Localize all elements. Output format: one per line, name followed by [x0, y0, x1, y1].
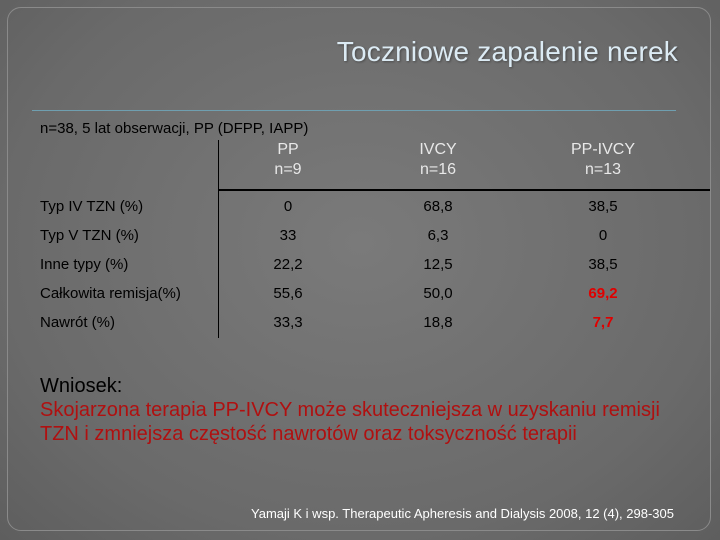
table-cell: 0	[283, 198, 293, 215]
table-cell: 12,5	[423, 256, 453, 273]
label-column-divider	[218, 140, 219, 338]
table-cell: 38,5	[588, 256, 618, 273]
column-header-line2: n=13	[584, 161, 622, 178]
conclusion: Wniosek: Skojarzona terapia PP-IVCY może…	[40, 374, 690, 446]
table-cell: 55,6	[273, 285, 303, 302]
table-cell: 6,3	[427, 227, 449, 244]
table-cell: 50,0	[423, 285, 453, 302]
citation: Yamaji K i wsp. Therapeutic Apheresis an…	[251, 506, 674, 521]
table-row: Całkowita remisja(%) 55,6 50,0 69,2	[38, 283, 710, 311]
conclusion-heading: Wniosek:	[40, 375, 123, 397]
row-label: Inne typy (%)	[40, 256, 129, 273]
table-row: Nawrót (%) 33,3 18,8 7,7	[38, 312, 710, 340]
column-header-line1: PP	[277, 141, 299, 158]
study-subtitle: n=38, 5 lat obserwacji, PP (DFPP, IAPP)	[40, 120, 309, 137]
slide-frame	[7, 7, 711, 531]
highlighted-cell: 69,2	[588, 285, 618, 302]
table-cell: 22,2	[273, 256, 303, 273]
column-header-pp-ivcy: PP-IVCY n=13	[538, 140, 668, 180]
row-label: Całkowita remisja(%)	[40, 285, 181, 302]
row-label: Typ IV TZN (%)	[40, 198, 144, 215]
table-row: Typ V TZN (%) 33 6,3 0	[38, 225, 710, 253]
column-header-line1: PP-IVCY	[570, 141, 635, 158]
table-cell: 0	[598, 227, 608, 244]
slide-title: Toczniowe zapalenie nerek	[336, 36, 678, 67]
header-divider	[218, 189, 710, 191]
column-header-line2: n=9	[274, 161, 302, 178]
conclusion-text: Skojarzona terapia PP-IVCY może skuteczn…	[40, 399, 660, 445]
table-cell: 33	[279, 227, 297, 244]
highlighted-cell: 7,7	[592, 314, 614, 331]
table-row: Typ IV TZN (%) 0 68,8 38,5	[38, 196, 710, 224]
row-label: Typ V TZN (%)	[40, 227, 139, 244]
table-cell: 68,8	[423, 198, 453, 215]
table-cell: 33,3	[273, 314, 303, 331]
row-label: Nawrót (%)	[40, 314, 116, 331]
table-row: Inne typy (%) 22,2 12,5 38,5	[38, 254, 710, 282]
column-header-line2: n=16	[419, 161, 457, 178]
title-divider	[32, 110, 676, 111]
column-header-ivcy: IVCY n=16	[373, 140, 503, 180]
table-cell: 18,8	[423, 314, 453, 331]
table-cell: 38,5	[588, 198, 618, 215]
column-header-pp: PP n=9	[223, 140, 353, 180]
column-header-line1: IVCY	[419, 141, 457, 158]
